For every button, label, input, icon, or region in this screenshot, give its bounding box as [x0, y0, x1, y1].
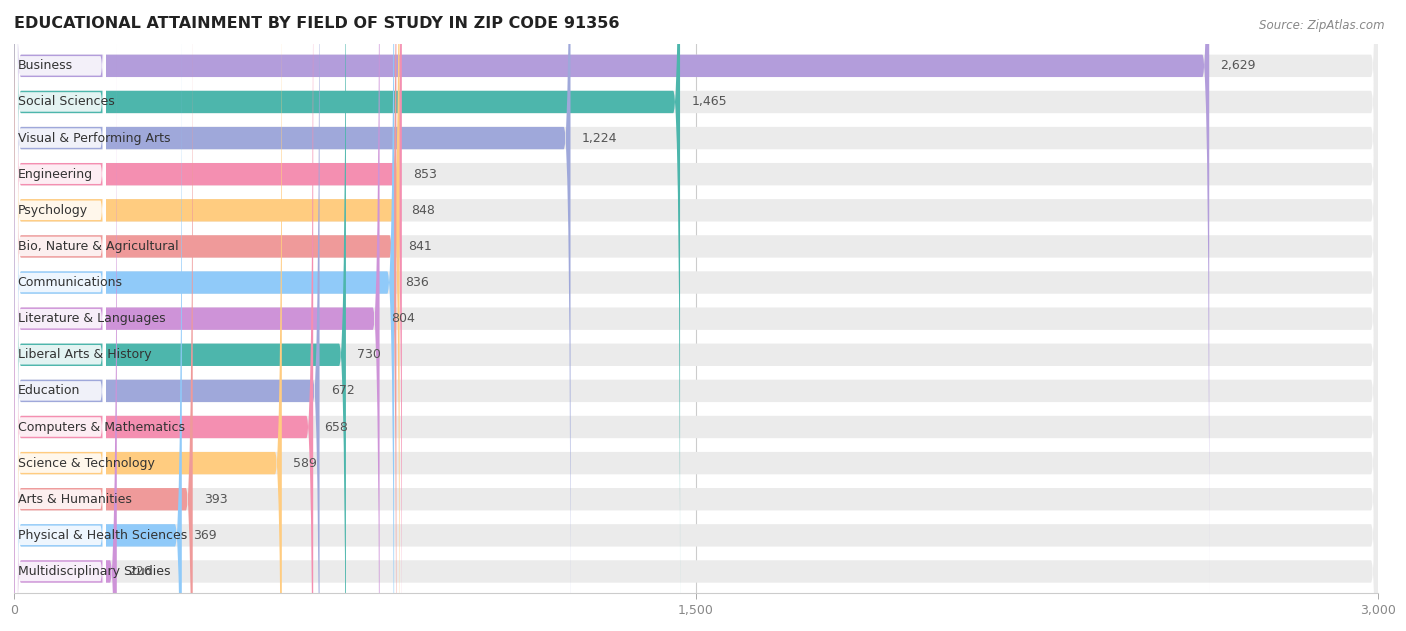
- Text: Social Sciences: Social Sciences: [18, 95, 114, 109]
- FancyBboxPatch shape: [14, 0, 571, 631]
- Text: 804: 804: [391, 312, 415, 325]
- FancyBboxPatch shape: [14, 5, 1378, 631]
- Text: 393: 393: [204, 493, 228, 505]
- FancyBboxPatch shape: [14, 0, 314, 631]
- FancyBboxPatch shape: [14, 0, 396, 631]
- FancyBboxPatch shape: [14, 0, 1378, 631]
- Text: Arts & Humanities: Arts & Humanities: [18, 493, 132, 505]
- Text: Bio, Nature & Agricultural: Bio, Nature & Agricultural: [18, 240, 179, 253]
- FancyBboxPatch shape: [15, 0, 105, 598]
- Text: 730: 730: [357, 348, 381, 362]
- FancyBboxPatch shape: [15, 148, 105, 631]
- Text: Science & Technology: Science & Technology: [18, 457, 155, 469]
- FancyBboxPatch shape: [15, 40, 105, 631]
- FancyBboxPatch shape: [14, 0, 1209, 596]
- FancyBboxPatch shape: [14, 0, 681, 631]
- FancyBboxPatch shape: [14, 0, 402, 631]
- FancyBboxPatch shape: [14, 5, 181, 631]
- Text: 2,629: 2,629: [1220, 59, 1256, 73]
- FancyBboxPatch shape: [14, 0, 346, 631]
- Text: Engineering: Engineering: [18, 168, 93, 180]
- Text: 589: 589: [294, 457, 318, 469]
- FancyBboxPatch shape: [15, 0, 105, 631]
- FancyBboxPatch shape: [15, 0, 105, 631]
- Text: 658: 658: [325, 420, 349, 433]
- Text: Physical & Health Sciences: Physical & Health Sciences: [18, 529, 187, 542]
- Text: Visual & Performing Arts: Visual & Performing Arts: [18, 132, 170, 144]
- FancyBboxPatch shape: [15, 0, 105, 526]
- FancyBboxPatch shape: [14, 41, 117, 631]
- Text: Source: ZipAtlas.com: Source: ZipAtlas.com: [1260, 19, 1385, 32]
- Text: 853: 853: [413, 168, 437, 180]
- Text: 1,465: 1,465: [692, 95, 727, 109]
- FancyBboxPatch shape: [14, 0, 1378, 631]
- FancyBboxPatch shape: [14, 0, 1378, 631]
- Text: Communications: Communications: [18, 276, 122, 289]
- Text: 841: 841: [408, 240, 432, 253]
- FancyBboxPatch shape: [14, 0, 1378, 631]
- FancyBboxPatch shape: [14, 0, 1378, 631]
- Text: 836: 836: [405, 276, 429, 289]
- Text: Multidisciplinary Studies: Multidisciplinary Studies: [18, 565, 170, 578]
- FancyBboxPatch shape: [14, 0, 1378, 631]
- FancyBboxPatch shape: [14, 0, 1378, 631]
- FancyBboxPatch shape: [15, 76, 105, 631]
- Text: 369: 369: [193, 529, 217, 542]
- Text: 226: 226: [128, 565, 152, 578]
- FancyBboxPatch shape: [15, 0, 105, 631]
- FancyBboxPatch shape: [14, 0, 380, 631]
- Text: Liberal Arts & History: Liberal Arts & History: [18, 348, 152, 362]
- Text: Psychology: Psychology: [18, 204, 87, 217]
- Text: Computers & Mathematics: Computers & Mathematics: [18, 420, 184, 433]
- Text: 1,224: 1,224: [582, 132, 617, 144]
- FancyBboxPatch shape: [15, 0, 105, 631]
- FancyBboxPatch shape: [15, 0, 105, 631]
- FancyBboxPatch shape: [15, 112, 105, 631]
- FancyBboxPatch shape: [14, 0, 193, 631]
- FancyBboxPatch shape: [14, 0, 399, 631]
- FancyBboxPatch shape: [14, 0, 281, 631]
- Text: Education: Education: [18, 384, 80, 398]
- FancyBboxPatch shape: [15, 0, 105, 631]
- Text: 848: 848: [411, 204, 434, 217]
- FancyBboxPatch shape: [14, 0, 1378, 596]
- FancyBboxPatch shape: [14, 41, 1378, 631]
- Text: Literature & Languages: Literature & Languages: [18, 312, 166, 325]
- FancyBboxPatch shape: [14, 0, 1378, 631]
- Text: EDUCATIONAL ATTAINMENT BY FIELD OF STUDY IN ZIP CODE 91356: EDUCATIONAL ATTAINMENT BY FIELD OF STUDY…: [14, 16, 620, 30]
- FancyBboxPatch shape: [15, 0, 105, 562]
- Text: 672: 672: [330, 384, 354, 398]
- FancyBboxPatch shape: [14, 0, 1378, 631]
- FancyBboxPatch shape: [14, 0, 394, 631]
- FancyBboxPatch shape: [14, 0, 319, 631]
- FancyBboxPatch shape: [15, 3, 105, 631]
- FancyBboxPatch shape: [14, 0, 1378, 631]
- FancyBboxPatch shape: [14, 0, 1378, 631]
- FancyBboxPatch shape: [14, 0, 1378, 631]
- Text: Business: Business: [18, 59, 73, 73]
- FancyBboxPatch shape: [15, 0, 105, 490]
